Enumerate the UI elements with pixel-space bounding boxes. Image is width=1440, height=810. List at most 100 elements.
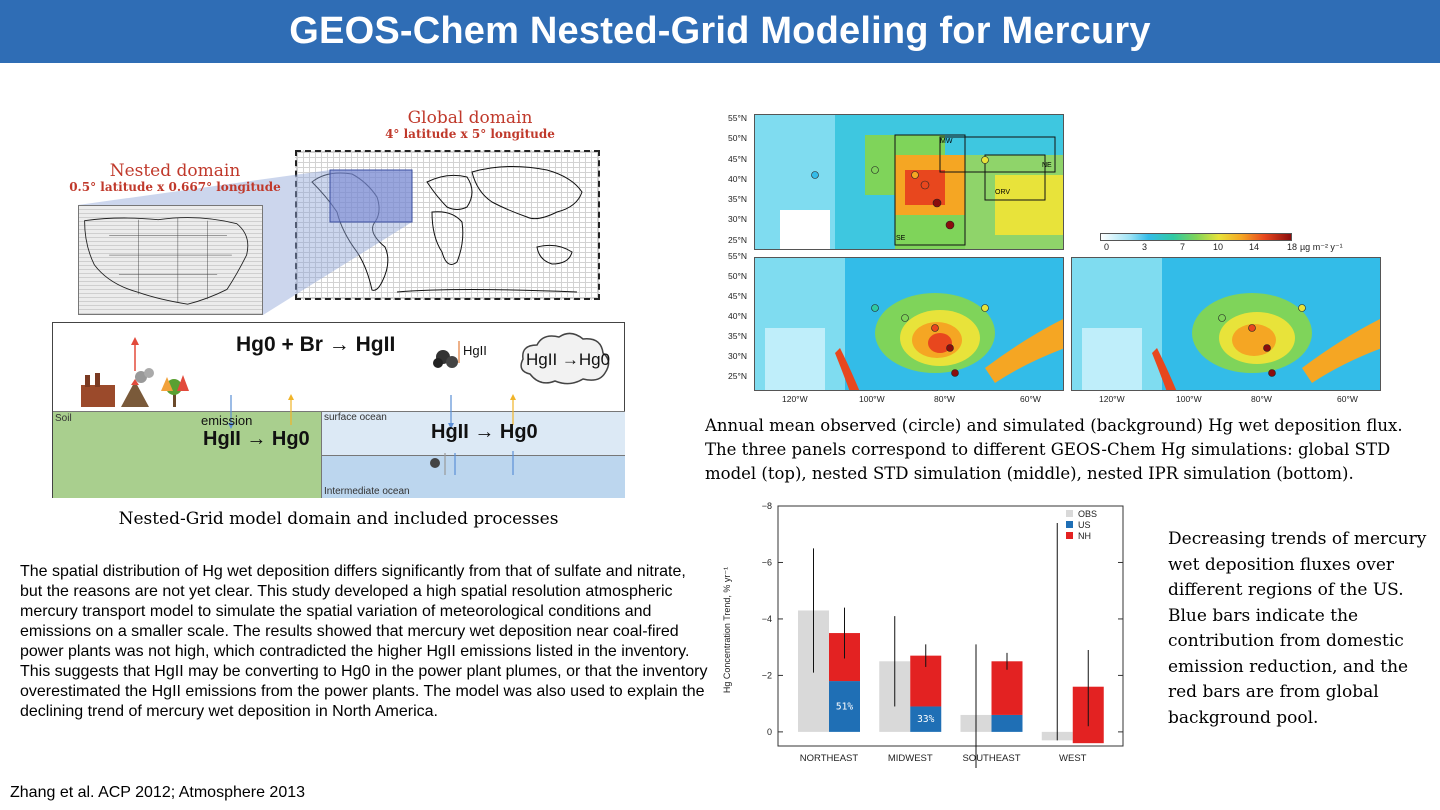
legend-label: OBS [1078,509,1097,519]
legend-swatch [1066,521,1073,528]
plot-frame [777,505,1124,747]
bar-percent-label: 33% [917,714,934,725]
intermediate-ocean-label: Intermediate ocean [324,486,410,497]
y-tick-label: −4 [762,614,772,624]
map-caption: Annual mean observed (circle) and simula… [705,416,1403,483]
lon-tick: 60°W [1337,394,1358,404]
global-domain-resolution: 4° latitude x 5° longitude [385,126,555,141]
x-tick-label: SOUTHEAST [962,753,1020,764]
colorbar-tick: 0 [1104,242,1110,252]
summary-paragraph: The spatial distribution of Hg wet depos… [20,563,708,720]
nested-domain-label: Nested domain 0.5° latitude x 0.667° lon… [60,161,290,194]
lat-tick: 35°N [728,331,747,341]
lat-tick: 30°N [728,214,747,225]
soil-reaction: HgII → Hg0 [203,428,310,450]
x-tick-label: NORTHEAST [800,753,859,764]
colorbar-tick: 14 [1249,242,1260,252]
lat-tick: 40°N [728,311,747,321]
bar-percent-label: 51% [836,701,853,712]
colorbar-tick: 7 [1180,242,1186,252]
legend-label: NH [1078,531,1091,541]
ocean-reaction: HgII → Hg0 [431,421,538,443]
global-domain-label: Global domain 4° latitude x 5° longitude [370,108,570,141]
surface-ocean-layer: surface ocean [321,411,625,455]
process-caption: Nested-Grid model domain and included pr… [118,509,559,529]
lat-tick: 35°N [728,194,747,205]
lon-tick: 100°W [859,394,885,404]
colorbar-tick: 3 [1142,242,1148,252]
lat-tick: 25°N [728,371,747,381]
region-label-mw: MW [940,138,953,145]
legend-swatch [1066,510,1073,517]
particle-hg-label: HgII [463,343,487,358]
y-tick-label: −8 [762,501,772,511]
lon-tick: 120°W [782,394,808,404]
emission-label: emission [201,408,252,431]
cloud-icon [520,332,610,385]
emission-text: emission [201,413,253,428]
y-tick-label: −2 [762,670,772,680]
reaction-br: Hg0 + Br → HgII [236,333,396,356]
map-nested-ipr-field [1072,258,1380,390]
lat-axis-mid: 55°N 50°N 45°N 40°N 35°N 30°N 25°N [728,252,747,392]
nested-domain-map [78,205,263,315]
y-tick-label: −6 [762,557,772,567]
lat-tick: 25°N [728,234,747,245]
global-coastlines [311,165,583,293]
title-bar: GEOS-Chem Nested-Grid Modeling for Mercu… [0,0,1440,63]
lat-tick: 50°N [728,133,747,144]
trend-description: Decreasing trends of mercury wet deposit… [1168,529,1427,728]
colorbar [1100,233,1292,241]
bar-us [910,706,942,732]
map-nested-ipr [1071,257,1381,391]
lon-tick: 100°W [1176,394,1202,404]
citation: Zhang et al. ACP 2012; Atmosphere 2013 [10,784,306,801]
bar-us [991,714,1023,732]
lat-tick: 50°N [728,271,747,281]
lon-tick: 80°W [1251,394,1272,404]
lat-axis-top: 55°N 50°N 45°N 40°N 35°N 30°N 25°N [728,114,747,256]
lat-tick: 40°N [728,173,747,184]
map-nested-std [754,257,1064,391]
page-title: GEOS-Chem Nested-Grid Modeling for Mercu… [289,10,1151,52]
lat-tick: 55°N [728,113,747,123]
colorbar-ticks: 0 3 7 10 14 18 µg m⁻² y⁻¹ [1100,242,1360,254]
x-tick-label: MIDWEST [888,753,933,764]
soil-layer: Soil [53,411,321,498]
colorbar-tick: 18 [1287,242,1298,252]
surface-ocean-label: surface ocean [324,412,387,423]
trend-bar-chart: Hg Concentration Trend, % yr⁻¹ 0 −2 −4 −6 −8… [722,501,1124,768]
lon-tick: 60°W [1020,394,1041,404]
bar-nh [991,661,1023,715]
region-label-ne: NE [1042,162,1052,169]
y-tick-label: 0 [767,727,772,737]
map-global-std: MW NE ORV SE [754,114,1064,250]
process-schematic: Soil surface ocean Intermediate ocean [52,322,625,498]
domain-figure: Global domain 4° latitude x 5° longitude… [60,105,620,315]
cloud-reaction: HgII →Hg0 [526,350,611,369]
legend-label: US [1078,520,1091,530]
lat-tick: 30°N [728,351,747,361]
colorbar-tick: 10 [1213,242,1224,252]
nested-coastlines [84,217,249,305]
map-nested-std-field [755,258,1063,390]
global-domain-title: Global domain [407,108,533,128]
intermediate-ocean-layer: Intermediate ocean [321,455,625,498]
lat-tick: 45°N [728,291,747,301]
process-arrows [81,337,516,475]
nested-domain-title: Nested domain [109,161,241,181]
colorbar-unit: µg m⁻² y⁻¹ [1300,242,1343,252]
lon-axis-bot: 120°W 100°W 80°W 60°W [1071,394,1381,406]
region-label-orv: ORV [995,189,1011,196]
region-label-se: SE [896,235,906,242]
lat-tick: 55°N [728,251,747,261]
legend-swatch [1066,532,1073,539]
lon-tick: 80°W [934,394,955,404]
x-tick-label: WEST [1059,753,1087,764]
map-global-std-field [755,115,1063,249]
nested-domain-resolution: 0.5° latitude x 0.667° longitude [69,179,281,194]
soil-label: Soil [55,413,72,424]
y-axis-label: Hg Concentration Trend, % yr⁻¹ [722,567,732,693]
lat-tick: 45°N [728,153,747,164]
lon-tick: 120°W [1099,394,1125,404]
